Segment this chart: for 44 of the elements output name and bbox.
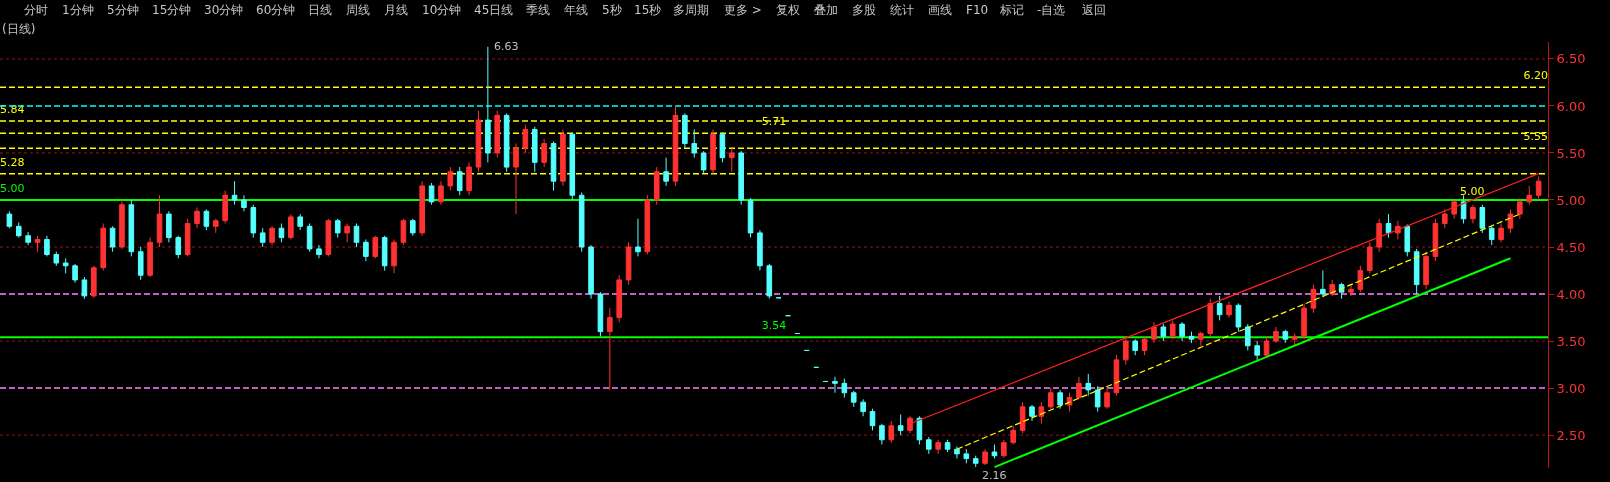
- y-tick-label: 6.50: [1556, 51, 1586, 67]
- text: 画线: [928, 3, 952, 17]
- ref-line-label: 6.20: [1523, 69, 1548, 83]
- text: 15秒: [634, 3, 662, 17]
- text: 5分钟: [107, 3, 139, 17]
- text: 5秒: [602, 3, 622, 17]
- text: F10: [966, 3, 989, 17]
- y-tick-label: 5.50: [1556, 145, 1586, 161]
- text: 统计: [890, 3, 914, 17]
- annotation: 2.16: [982, 469, 1007, 482]
- chart-title: (日线): [2, 22, 36, 36]
- annotation: 6.63: [494, 40, 519, 53]
- text: 30分钟: [204, 3, 244, 17]
- y-tick-label: 3.00: [1556, 380, 1586, 396]
- text: 10分钟: [422, 3, 462, 17]
- text: 分时: [24, 3, 48, 17]
- y-tick-label: 4.00: [1556, 286, 1586, 302]
- text: 更多 >: [724, 3, 762, 17]
- ref-line-label: 5.84: [0, 102, 25, 116]
- ref-line-label: 5.28: [0, 155, 25, 169]
- text: 年线: [564, 3, 588, 17]
- text: 周线: [346, 3, 370, 17]
- annotation: 5.00: [1460, 185, 1485, 198]
- ref-line-label: 5.00: [0, 181, 25, 195]
- text: 1分钟: [62, 3, 94, 17]
- y-tick-label: 3.50: [1556, 333, 1586, 349]
- text: 多股: [852, 3, 876, 17]
- text: 多周期: [673, 3, 709, 17]
- y-tick-label: 5.00: [1556, 192, 1586, 208]
- text: 标记: [999, 3, 1024, 17]
- ref-line-label: 3.54: [761, 319, 787, 333]
- y-tick-label: 2.50: [1556, 427, 1586, 443]
- text: 返回: [1082, 3, 1106, 17]
- text: 叠加: [814, 3, 838, 17]
- text: 15分钟: [152, 3, 192, 17]
- y-tick-label: 6.00: [1556, 98, 1586, 114]
- text: 复权: [776, 3, 800, 17]
- y-tick-label: 4.50: [1556, 239, 1586, 255]
- text: -自选: [1037, 3, 1066, 17]
- text: 60分钟: [256, 3, 296, 17]
- text: 45日线: [474, 3, 514, 17]
- text: 月线: [384, 3, 408, 17]
- text: 季线: [526, 3, 550, 17]
- text: 日线: [308, 3, 332, 17]
